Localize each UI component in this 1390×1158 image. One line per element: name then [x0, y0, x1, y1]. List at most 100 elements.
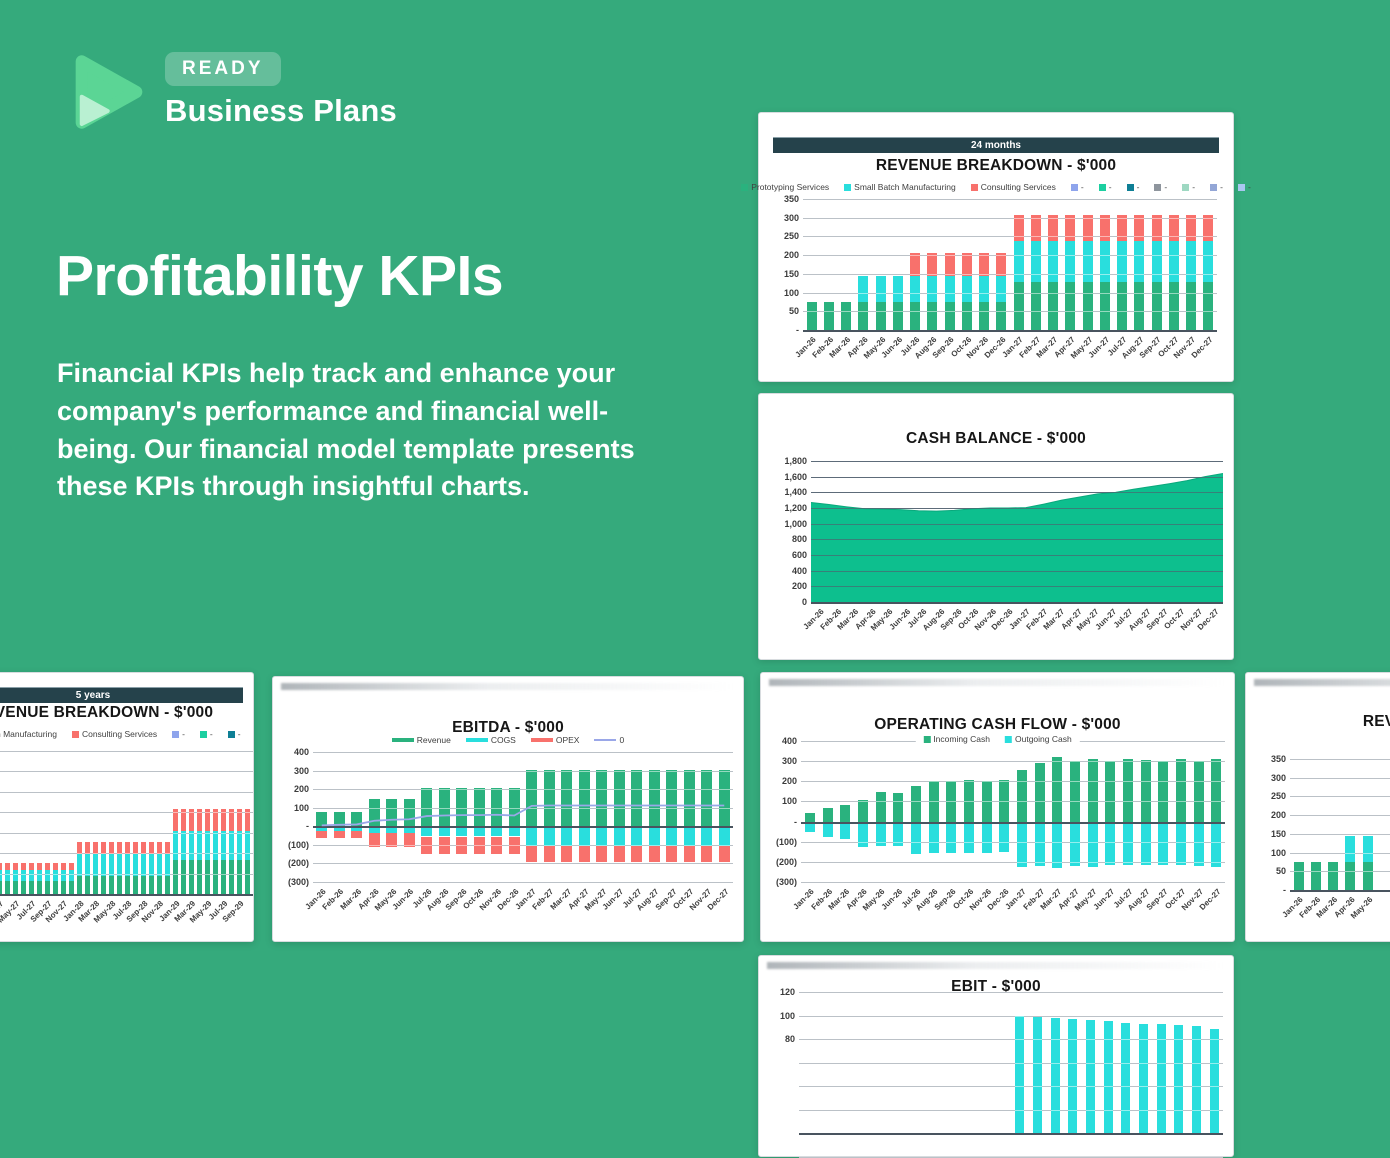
- bar-segment: [333, 830, 345, 839]
- chart-title: CASH BALANCE - $'000: [906, 430, 1086, 447]
- bar-segment: [421, 826, 433, 837]
- bar-segment: [613, 845, 625, 863]
- legend-item: Consulting Services: [970, 182, 1056, 192]
- legend-item: -: [1210, 182, 1223, 192]
- bar-segment: [1052, 756, 1063, 822]
- bar-segment: [910, 252, 921, 276]
- bar-segment: [944, 301, 955, 330]
- bar-segment: [491, 788, 503, 827]
- bar-segment: [928, 821, 939, 853]
- bar-segment: [857, 800, 868, 822]
- bar-segment: [1033, 1016, 1042, 1134]
- bar-segment: [1087, 759, 1098, 822]
- bar-segment: [1065, 282, 1076, 330]
- bar-segment: [204, 860, 210, 894]
- bar-segment: [561, 845, 573, 863]
- y-axis-label: 50: [788, 306, 799, 317]
- bar-segment: [236, 830, 242, 861]
- bar-segment: [999, 779, 1010, 822]
- bar-segment: [1175, 759, 1186, 822]
- bar-segment: [473, 826, 485, 837]
- card-top-shadow: [769, 679, 1226, 686]
- bar-segment: [1158, 760, 1169, 822]
- bar-segment: [1168, 215, 1179, 241]
- chart-card-revenue-breakdown-24m: 24 months REVENUE BREAKDOWN - $'000 Prot…: [741, 112, 1251, 382]
- bar-segment: [1016, 821, 1027, 867]
- chart-title: OPERATING CASH FLOW - $'000: [874, 716, 1121, 733]
- bar-segment: [823, 301, 834, 330]
- bar-segment: [172, 830, 178, 861]
- bar-segment: [1345, 861, 1356, 890]
- bar-segment: [648, 769, 660, 827]
- y-axis-label: 250: [1270, 791, 1286, 802]
- bar-segment: [979, 275, 990, 302]
- bar-segment: [841, 301, 852, 330]
- legend-swatch: [844, 183, 852, 191]
- legend-item: -: [1070, 182, 1084, 192]
- bar-segment: [701, 826, 713, 846]
- chart-plot: [803, 199, 1217, 332]
- card-top-shadow: [281, 683, 735, 690]
- chart-plot: [1290, 759, 1390, 892]
- bar-segment: [1048, 215, 1059, 241]
- bar-segment: [1034, 821, 1045, 866]
- bar-segment: [1050, 1017, 1060, 1134]
- y-axis-label: 1,200: [784, 503, 807, 513]
- bar-segment: [68, 880, 74, 894]
- bar-segment: [386, 826, 398, 833]
- bar-segment: [718, 845, 730, 863]
- bar-segment: [996, 301, 1007, 330]
- bar-segment: [100, 854, 106, 876]
- legend-swatch: [1210, 183, 1218, 191]
- bar-segment: [961, 275, 972, 302]
- bar-segment: [0, 880, 2, 894]
- bar-segment: [910, 301, 921, 330]
- bar-segment: [806, 301, 817, 330]
- y-axis-label: (300): [775, 877, 797, 887]
- legend-swatch: [172, 730, 180, 738]
- bar-segment: [963, 821, 974, 853]
- y-axis-label: 200: [1270, 810, 1286, 821]
- bar-segment: [236, 809, 242, 831]
- bar-segment: [1186, 282, 1197, 330]
- bar-segment: [718, 769, 730, 827]
- bar-segment: [386, 832, 398, 847]
- bar-segment: [351, 826, 363, 831]
- bar-segment: [1122, 821, 1133, 865]
- bar-segment: [1328, 861, 1339, 890]
- bar-segment: [148, 875, 154, 894]
- bar-segment: [44, 862, 50, 870]
- bar-segment: [333, 812, 345, 827]
- y-axis-label: 200: [293, 784, 309, 795]
- bar-segment: [1015, 1015, 1025, 1134]
- y-axis-label: 0: [801, 597, 807, 607]
- bar-segment: [368, 826, 380, 833]
- legend-swatch: [594, 739, 617, 741]
- bar-segment: [804, 812, 815, 822]
- bar-segment: [1139, 1023, 1148, 1134]
- bar-segment: [140, 875, 146, 894]
- bar-segment: [156, 842, 162, 855]
- bar-segment: [893, 821, 904, 846]
- bar-segment: [1069, 761, 1080, 822]
- chart-card-operating-cash-flow: OPERATING CASH FLOW - $'000 Incoming Cas…: [760, 672, 1235, 942]
- bar-segment: [892, 275, 903, 302]
- bar-segment: [20, 862, 26, 870]
- page-title: Profitability KPIs: [56, 244, 504, 308]
- y-axis-label: 100: [1270, 847, 1286, 858]
- bar-segment: [36, 880, 42, 894]
- y-axis-label: 200: [783, 250, 799, 261]
- bar-segment: [631, 826, 643, 846]
- y-axis-label: 200: [781, 776, 797, 787]
- bar-segment: [1134, 282, 1145, 330]
- chart-card-revenue-breakdown-partial: REVENUE BREAKDOWN - $'000 Prototyping Se…: [1245, 672, 1390, 942]
- legend-swatch: [1098, 183, 1106, 191]
- bar-segment: [220, 809, 226, 831]
- bar-segment: [52, 869, 58, 881]
- chart-card-cash-balance: CASH BALANCE - $'000 1,800 1,600 1,400 1,20…: [758, 393, 1234, 660]
- bar-segment: [822, 808, 833, 822]
- bar-segment: [0, 862, 2, 870]
- bar-segment: [76, 842, 82, 855]
- bar-segment: [84, 875, 90, 894]
- y-axis-label: -: [794, 816, 797, 827]
